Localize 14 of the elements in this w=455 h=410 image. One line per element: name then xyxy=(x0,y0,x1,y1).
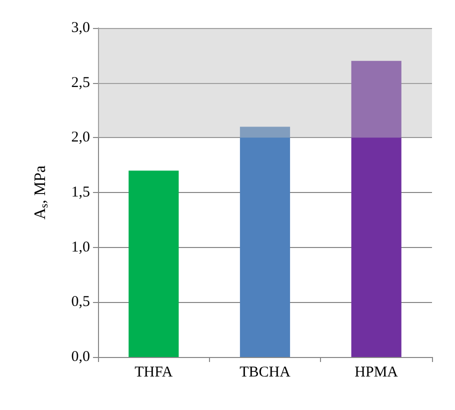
x-tick-label: THFA xyxy=(134,364,173,380)
y-axis-title: As, MPa xyxy=(32,165,50,220)
bar xyxy=(351,60,402,357)
y-tick-label: 1,0 xyxy=(71,239,90,256)
x-tick-label: HPMA xyxy=(354,364,398,380)
bar xyxy=(128,170,179,357)
y-tick-label: 0,0 xyxy=(71,349,90,365)
y-tick-label: 2,5 xyxy=(71,74,90,91)
bar xyxy=(240,126,290,357)
y-tick-label: 0,5 xyxy=(71,294,90,310)
x-tick-label: TBCHA xyxy=(240,364,291,380)
y-tick-label: 3,0 xyxy=(71,20,90,36)
y-tick-label: 1,5 xyxy=(71,184,90,200)
y-tick-label: 2,0 xyxy=(71,130,90,146)
